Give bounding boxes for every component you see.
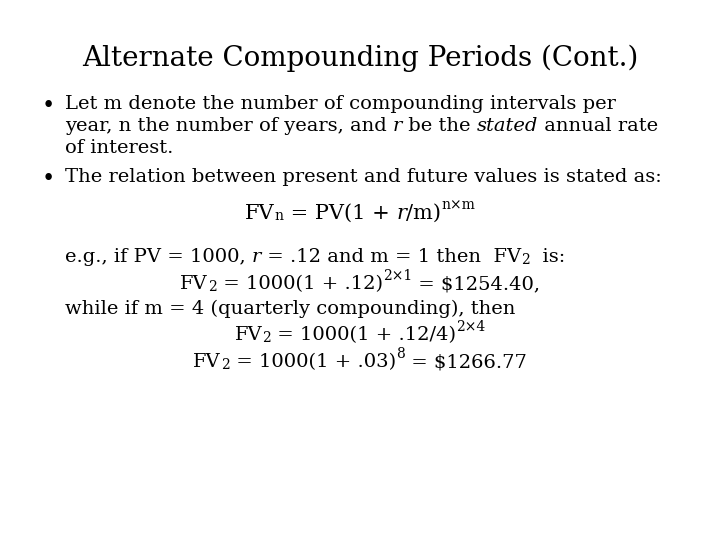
Text: e.g., if PV = 1000,: e.g., if PV = 1000,: [65, 248, 252, 266]
Text: 2: 2: [262, 331, 271, 345]
Text: n: n: [275, 209, 284, 223]
Text: Alternate Compounding Periods (Cont.): Alternate Compounding Periods (Cont.): [82, 45, 638, 72]
Text: annual rate: annual rate: [539, 117, 659, 135]
Text: FV: FV: [180, 275, 208, 293]
Text: Let m denote the number of compounding intervals per: Let m denote the number of compounding i…: [65, 95, 616, 113]
Text: stated: stated: [477, 117, 539, 135]
Text: = 1000(1 + .03): = 1000(1 + .03): [230, 353, 396, 371]
Text: n×m: n×m: [441, 198, 475, 212]
Text: r: r: [396, 204, 406, 223]
Text: •: •: [42, 95, 55, 117]
Text: = .12 and m = 1 then  FV: = .12 and m = 1 then FV: [261, 248, 521, 266]
Text: = $1254.40,: = $1254.40,: [412, 275, 540, 293]
Text: 2×1: 2×1: [382, 269, 412, 283]
Text: year, n the number of years, and: year, n the number of years, and: [65, 117, 393, 135]
Text: 8: 8: [396, 347, 405, 361]
Text: = 1000(1 + .12/4): = 1000(1 + .12/4): [271, 326, 456, 344]
Text: be the: be the: [402, 117, 477, 135]
Text: FV: FV: [245, 204, 275, 223]
Text: FV: FV: [194, 353, 221, 371]
Text: The relation between present and future values is stated as:: The relation between present and future …: [65, 168, 662, 186]
Text: FV: FV: [235, 326, 262, 344]
Text: 2: 2: [221, 358, 230, 372]
Text: while if m = 4 (quarterly compounding), then: while if m = 4 (quarterly compounding), …: [65, 300, 516, 318]
Text: is:: is:: [530, 248, 565, 266]
Text: r: r: [252, 248, 261, 266]
Text: = PV(1 +: = PV(1 +: [284, 204, 396, 223]
Text: 2×4: 2×4: [456, 320, 485, 334]
Text: = $1266.77: = $1266.77: [405, 353, 526, 371]
Text: •: •: [42, 168, 55, 190]
Text: /m): /m): [406, 204, 441, 223]
Text: = 1000(1 + .12): = 1000(1 + .12): [217, 275, 382, 293]
Text: r: r: [393, 117, 402, 135]
Text: 2: 2: [208, 280, 217, 294]
Text: 2: 2: [521, 253, 530, 267]
Text: of interest.: of interest.: [65, 139, 174, 157]
